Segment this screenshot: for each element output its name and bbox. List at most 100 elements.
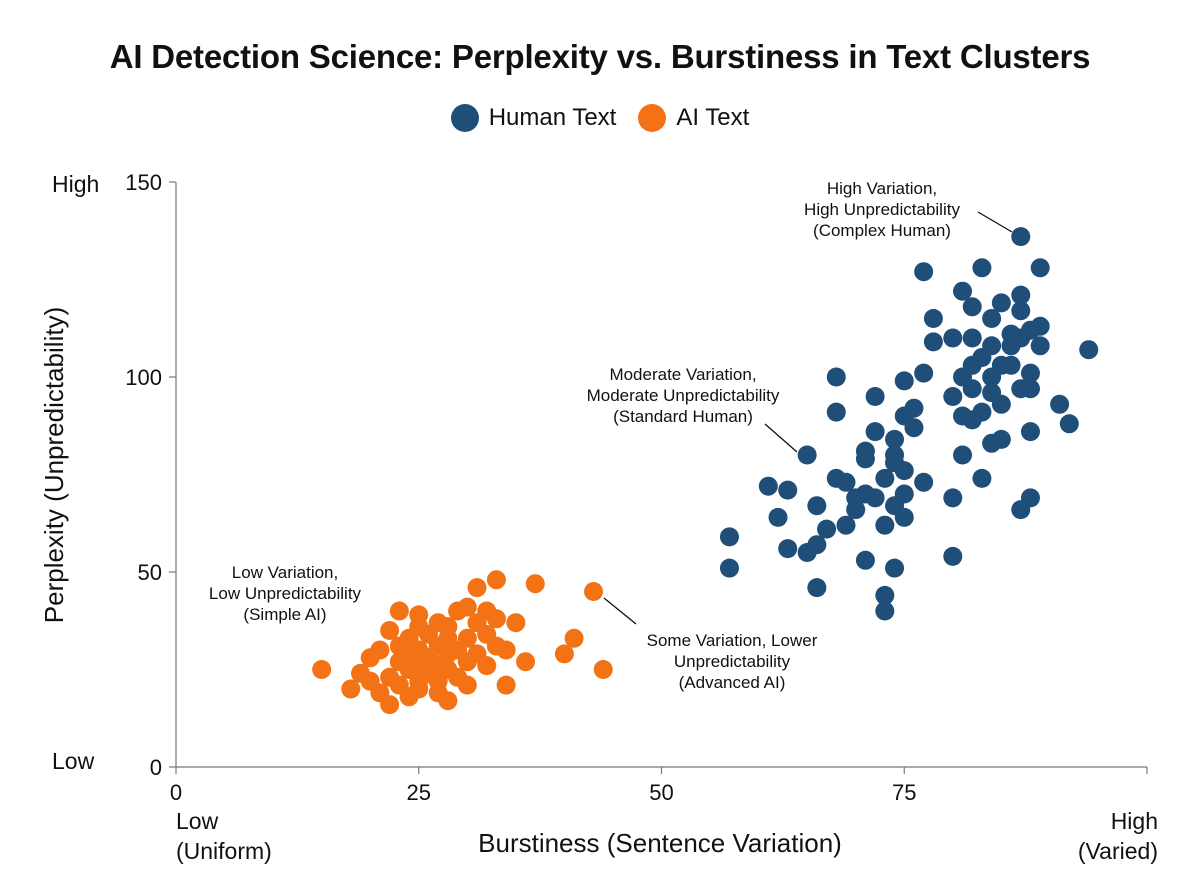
ai-point: [370, 640, 390, 660]
ai-point: [584, 582, 604, 601]
human-point: [778, 480, 798, 500]
ai-point: [496, 675, 516, 695]
human-point: [991, 394, 1011, 414]
human-point: [943, 488, 963, 508]
y-low-label: Low: [52, 748, 95, 774]
legend: Human Text AI Text: [0, 104, 1200, 132]
human-point: [865, 422, 885, 442]
human-point: [1020, 488, 1040, 508]
annotation-leader: [764, 423, 798, 453]
human-point: [1059, 414, 1079, 434]
human-point: [943, 546, 963, 566]
annotation-label: Moderate Unpredictability: [587, 386, 780, 405]
human-point: [991, 293, 1011, 313]
annotation-label: Some Variation, Lower: [647, 631, 818, 650]
human-point: [923, 309, 943, 328]
human-point: [1011, 301, 1031, 321]
ai-point: [516, 652, 536, 672]
human-point: [875, 601, 895, 621]
human-point: [719, 527, 739, 547]
ai-point: [457, 597, 477, 617]
human-point: [914, 262, 934, 282]
human-point: [894, 461, 914, 481]
human-point: [991, 429, 1011, 449]
x-high-label: High: [1111, 808, 1158, 834]
ai-point: [380, 695, 400, 715]
ai-point: [467, 578, 487, 598]
human-point: [807, 578, 827, 598]
human-point: [1020, 363, 1040, 383]
human-point: [875, 515, 895, 535]
human-point: [1079, 340, 1099, 360]
ai-point: [438, 691, 458, 711]
human-point: [923, 332, 943, 352]
human-point: [914, 363, 934, 383]
legend-label-ai: AI Text: [676, 104, 750, 131]
human-point: [904, 398, 924, 418]
human-point: [1030, 336, 1050, 356]
ai-point: [457, 675, 477, 695]
human-point: [875, 468, 895, 488]
x-tick-label: 0: [170, 780, 182, 805]
legend-swatch-ai: [638, 104, 667, 132]
human-point: [826, 367, 846, 387]
human-point: [875, 585, 895, 605]
human-point: [962, 297, 982, 317]
y-tick-label: 150: [125, 170, 162, 195]
annotation-label: (Complex Human): [813, 221, 951, 240]
ai-point: [506, 613, 526, 633]
human-point: [768, 507, 788, 527]
annotation-label: (Standard Human): [613, 407, 753, 426]
human-point: [904, 418, 924, 438]
annotation-label: Unpredictability: [674, 652, 791, 671]
x-tick-label: 25: [407, 780, 431, 805]
human-point: [719, 558, 739, 578]
human-point: [953, 445, 973, 465]
ai-point: [438, 617, 458, 637]
y-axis-title: Perplexity (Unpredictability): [39, 307, 69, 623]
human-point: [1011, 227, 1031, 247]
annotation-label: (Simple AI): [243, 605, 326, 624]
human-point: [817, 519, 837, 539]
human-point: [836, 515, 856, 535]
annotation-label: Moderate Variation,: [609, 365, 756, 384]
annotation-label: Low Variation,: [232, 563, 338, 582]
x-tick-label: 75: [892, 780, 916, 805]
ai-point: [496, 640, 516, 660]
human-point: [894, 484, 914, 504]
human-point: [826, 402, 846, 422]
human-point: [1030, 258, 1050, 278]
y-tick-label: 0: [150, 755, 162, 780]
x-low-label: Low: [176, 808, 219, 834]
ai-point: [564, 628, 584, 648]
human-point: [953, 281, 973, 301]
y-tick-label: 100: [125, 365, 162, 390]
legend-swatch-human: [450, 104, 479, 132]
annotation-label: High Unpredictability: [804, 200, 960, 219]
ai-point: [341, 679, 361, 699]
ai-point: [525, 574, 545, 594]
human-point: [807, 535, 827, 555]
human-point: [1030, 316, 1050, 336]
human-point: [894, 507, 914, 527]
human-point: [982, 309, 1002, 328]
human-point: [1011, 285, 1031, 305]
chart-title: AI Detection Science: Perplexity vs. Bur…: [109, 38, 1091, 75]
ai-point: [389, 601, 409, 621]
legend-item-ai: AI Text: [638, 104, 749, 132]
human-point: [982, 336, 1002, 356]
human-point: [778, 539, 798, 559]
human-point: [885, 429, 905, 449]
human-point: [1020, 379, 1040, 399]
annotation-label: High Variation,: [827, 179, 937, 198]
y-tick-label: 50: [138, 560, 162, 585]
human-point: [962, 328, 982, 348]
human-point: [855, 449, 875, 469]
human-point: [943, 328, 963, 348]
annotation-label: (Advanced AI): [679, 673, 786, 692]
x-low-label: (Uniform): [176, 838, 272, 864]
human-point: [972, 468, 992, 488]
human-point: [836, 472, 856, 492]
ai-point: [593, 660, 613, 679]
